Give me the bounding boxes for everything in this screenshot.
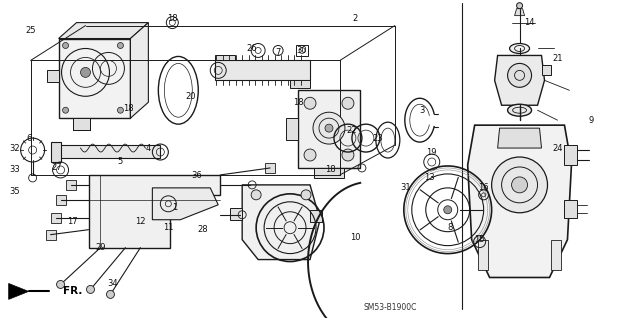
Text: 6: 6 — [26, 134, 31, 143]
Text: 32: 32 — [10, 144, 20, 152]
Text: 18: 18 — [324, 166, 335, 174]
Polygon shape — [59, 39, 131, 118]
Circle shape — [516, 3, 522, 9]
Text: 24: 24 — [552, 144, 563, 152]
Circle shape — [118, 107, 124, 113]
Text: 33: 33 — [10, 166, 20, 174]
Text: 12: 12 — [135, 217, 146, 226]
Polygon shape — [290, 80, 310, 88]
Polygon shape — [72, 118, 90, 130]
Polygon shape — [88, 175, 220, 248]
Polygon shape — [564, 145, 577, 165]
Text: 31: 31 — [401, 183, 411, 192]
Polygon shape — [45, 230, 56, 240]
Text: 28: 28 — [197, 225, 207, 234]
Circle shape — [304, 97, 316, 109]
Text: 22: 22 — [347, 126, 357, 135]
Text: 21: 21 — [552, 54, 563, 63]
Text: 13: 13 — [424, 174, 435, 182]
Polygon shape — [477, 240, 488, 270]
Polygon shape — [152, 188, 218, 220]
Text: 1: 1 — [172, 203, 177, 212]
Text: 9: 9 — [589, 116, 594, 125]
Polygon shape — [552, 240, 561, 270]
Text: 34: 34 — [107, 279, 118, 288]
Text: 18: 18 — [292, 98, 303, 107]
Text: 35: 35 — [10, 187, 20, 197]
Text: 27: 27 — [51, 163, 62, 173]
Text: 16: 16 — [478, 183, 489, 192]
Polygon shape — [56, 195, 65, 205]
Polygon shape — [495, 56, 545, 105]
Text: 14: 14 — [524, 18, 535, 27]
Polygon shape — [230, 208, 242, 220]
Circle shape — [325, 124, 333, 132]
Polygon shape — [564, 200, 577, 218]
Text: 30: 30 — [297, 46, 307, 55]
Polygon shape — [215, 60, 310, 80]
Circle shape — [251, 190, 261, 200]
Polygon shape — [47, 70, 59, 82]
Polygon shape — [59, 23, 148, 39]
Text: 2: 2 — [352, 14, 358, 23]
Polygon shape — [215, 56, 235, 60]
Text: 11: 11 — [163, 223, 173, 232]
Circle shape — [444, 206, 452, 214]
Polygon shape — [298, 90, 360, 168]
Text: 19: 19 — [426, 147, 437, 157]
Circle shape — [304, 149, 316, 161]
Polygon shape — [286, 118, 298, 140]
Circle shape — [106, 290, 115, 298]
Circle shape — [86, 286, 95, 293]
Circle shape — [81, 67, 90, 78]
Circle shape — [63, 107, 68, 113]
Text: 36: 36 — [191, 171, 202, 181]
Text: 7: 7 — [275, 48, 281, 57]
Text: 20: 20 — [185, 92, 196, 101]
Text: 10: 10 — [349, 233, 360, 242]
Text: 17: 17 — [67, 217, 78, 226]
Polygon shape — [310, 210, 322, 222]
Circle shape — [118, 42, 124, 48]
Circle shape — [342, 97, 354, 109]
Text: 23: 23 — [372, 134, 383, 143]
Polygon shape — [541, 65, 552, 75]
Polygon shape — [131, 23, 148, 118]
Text: 29: 29 — [95, 243, 106, 252]
Circle shape — [313, 112, 345, 144]
Text: 8: 8 — [447, 223, 452, 232]
Ellipse shape — [509, 43, 529, 54]
Polygon shape — [265, 163, 275, 173]
Circle shape — [342, 149, 354, 161]
Text: 25: 25 — [26, 26, 36, 35]
Polygon shape — [314, 168, 344, 178]
Ellipse shape — [508, 104, 532, 116]
Polygon shape — [468, 125, 572, 278]
Text: 18: 18 — [123, 104, 134, 113]
Circle shape — [508, 63, 532, 87]
Text: 18: 18 — [167, 14, 178, 23]
Text: SM53-B1900C: SM53-B1900C — [363, 303, 417, 312]
Polygon shape — [51, 142, 61, 162]
Text: 3: 3 — [419, 106, 424, 115]
Polygon shape — [515, 9, 525, 16]
Polygon shape — [65, 180, 76, 190]
Text: 26: 26 — [247, 44, 257, 53]
Polygon shape — [9, 284, 29, 300]
Circle shape — [56, 280, 65, 288]
Text: 5: 5 — [118, 158, 123, 167]
Polygon shape — [51, 213, 61, 223]
Circle shape — [511, 177, 527, 193]
Circle shape — [492, 157, 547, 213]
Polygon shape — [242, 185, 320, 260]
Polygon shape — [498, 128, 541, 148]
Text: 15: 15 — [474, 235, 485, 244]
Text: FR.: FR. — [63, 286, 82, 296]
Circle shape — [301, 190, 311, 200]
Circle shape — [63, 42, 68, 48]
Text: 4: 4 — [146, 144, 151, 152]
Polygon shape — [56, 145, 161, 158]
